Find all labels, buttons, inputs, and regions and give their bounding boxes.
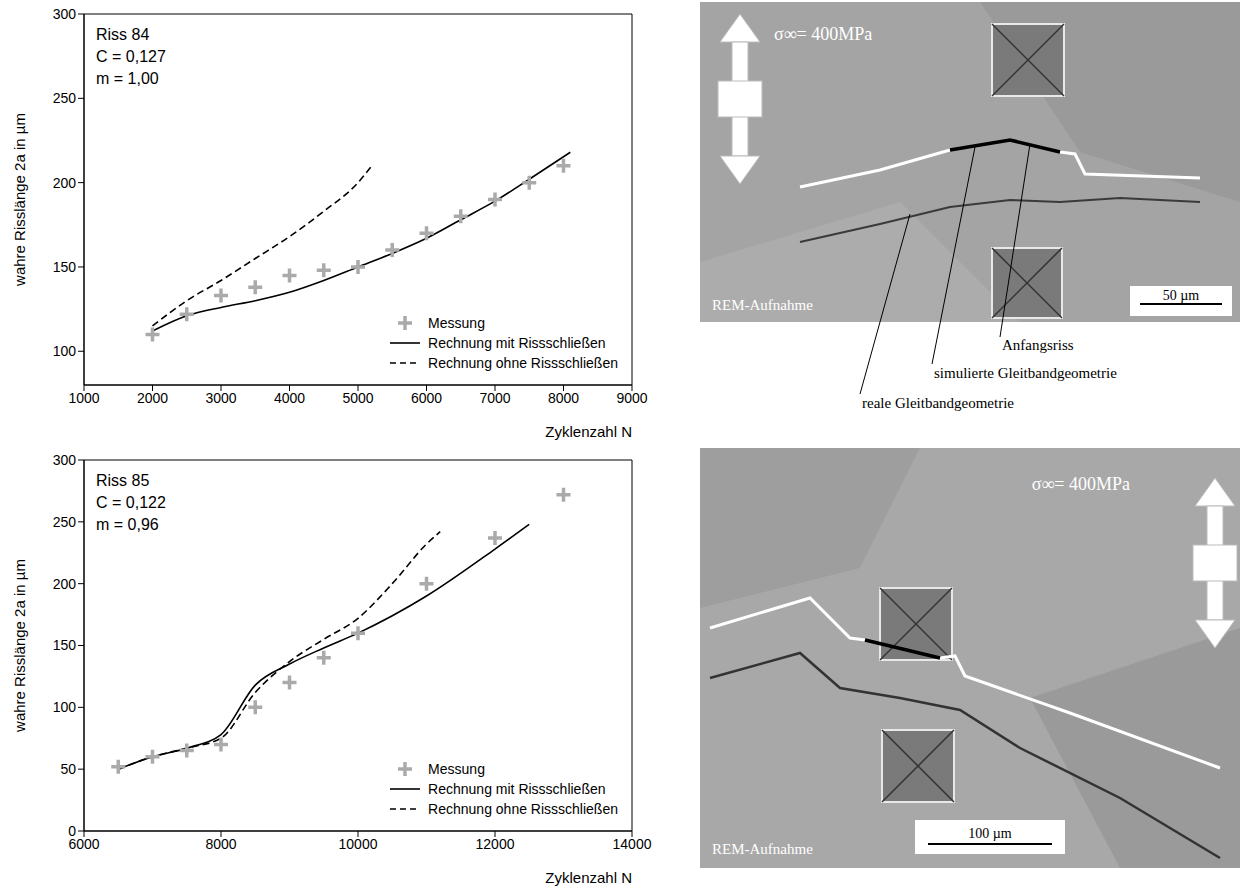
- html-text:C = 0,122: C = 0,122: [96, 494, 166, 511]
- svg-text:150: 150: [53, 259, 77, 275]
- svg-text:wahre Risslänge 2a in µm: wahre Risslänge 2a in µm: [11, 113, 28, 287]
- svg-text:12000: 12000: [476, 836, 515, 852]
- svg-text:200: 200: [53, 175, 77, 191]
- svg-text:1000: 1000: [68, 390, 99, 406]
- html-text:Riss 85: Riss 85: [96, 472, 150, 489]
- svg-text:8000: 8000: [205, 836, 236, 852]
- svg-text:wahre Risslänge 2a in µm: wahre Risslänge 2a in µm: [11, 559, 28, 733]
- svg-text:6000: 6000: [68, 835, 100, 852]
- svg-text:7000: 7000: [479, 390, 510, 406]
- svg-text:300: 300: [53, 6, 77, 22]
- html-text:Riss 84: Riss 84: [96, 26, 150, 43]
- html-text:Rechnung mit Rissschließen: Rechnung mit Rissschließen: [428, 781, 606, 797]
- svg-text:50 µm: 50 µm: [1163, 288, 1200, 303]
- svg-text:2000: 2000: [137, 390, 168, 406]
- svg-text:REM-Aufnahme: REM-Aufnahme: [712, 841, 813, 857]
- svg-text:100: 100: [53, 343, 77, 359]
- svg-text:Zyklenzahl N: Zyklenzahl N: [545, 423, 632, 440]
- html-text:Messung: Messung: [428, 761, 485, 777]
- html-text:Rechnung ohne Rissschließen: Rechnung ohne Rissschließen: [428, 355, 618, 371]
- svg-text:0: 0: [68, 823, 76, 839]
- svg-text:100 µm: 100 µm: [968, 826, 1012, 841]
- svg-text:Zyklenzahl N: Zyklenzahl N: [545, 869, 632, 886]
- svg-text:6000: 6000: [411, 390, 442, 406]
- svg-text:5000: 5000: [342, 390, 373, 406]
- svg-text:14000: 14000: [613, 836, 652, 852]
- svg-text:150: 150: [53, 637, 77, 653]
- html-text:C = 0,127: C = 0,127: [96, 48, 166, 65]
- svg-text:200: 200: [53, 576, 77, 592]
- html-text:Rechnung ohne Rissschließen: Rechnung ohne Rissschließen: [428, 801, 618, 817]
- svg-text:8000: 8000: [548, 390, 579, 406]
- svg-text:4000: 4000: [274, 390, 305, 406]
- svg-text:reale Gleitbandgeometrie: reale Gleitbandgeometrie: [862, 395, 1014, 411]
- svg-text:Anfangsriss: Anfangsriss: [1002, 337, 1074, 353]
- svg-text:REM-Aufnahme: REM-Aufnahme: [712, 297, 813, 313]
- html-text:m = 1,00: m = 1,00: [96, 70, 159, 87]
- svg-text:250: 250: [53, 514, 77, 530]
- svg-text:σ∞= 400MPa: σ∞= 400MPa: [774, 24, 872, 44]
- svg-text:9000: 9000: [616, 390, 647, 406]
- svg-text:3000: 3000: [205, 390, 236, 406]
- svg-text:250: 250: [53, 90, 77, 106]
- svg-text:σ∞= 400MPa: σ∞= 400MPa: [1032, 474, 1130, 494]
- html-text:Messung: Messung: [428, 315, 485, 331]
- svg-text:100: 100: [53, 699, 77, 715]
- html-text:Rechnung mit Rissschließen: Rechnung mit Rissschließen: [428, 335, 606, 351]
- svg-text:10000: 10000: [339, 836, 378, 852]
- svg-text:300: 300: [53, 452, 77, 468]
- html-text:m = 0,96: m = 0,96: [96, 516, 159, 533]
- svg-text:simulierte Gleitbandgeometrie: simulierte Gleitbandgeometrie: [934, 365, 1117, 381]
- svg-text:50: 50: [60, 761, 76, 777]
